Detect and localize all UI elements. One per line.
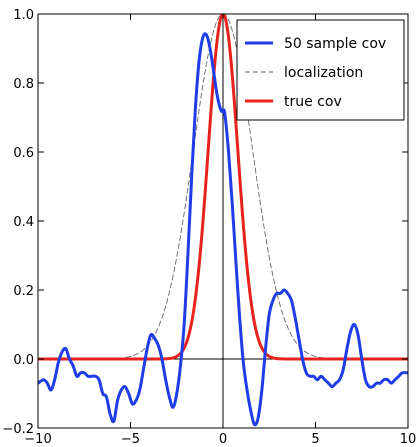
x-tick-label: −5 <box>121 432 140 447</box>
y-tick-label: 0.0 <box>13 353 34 368</box>
legend-entry-localization-label: localization <box>284 65 363 81</box>
y-tick-label: 0.2 <box>13 284 34 299</box>
legend-entry-sample-cov-label: 50 sample cov <box>284 36 386 52</box>
x-tick-label: 10 <box>400 432 416 447</box>
x-tick-label: 5 <box>311 432 319 447</box>
legend-entry-true-cov-label: true cov <box>284 94 342 110</box>
y-tick-label: 0.6 <box>13 146 34 161</box>
x-tick-label: −10 <box>24 432 51 447</box>
y-tick-label: −0.2 <box>2 422 34 437</box>
series-layer <box>38 14 408 427</box>
y-tick-label: 0.8 <box>13 77 34 92</box>
y-tick-label: 1.0 <box>13 8 34 23</box>
legend-box <box>236 19 405 121</box>
y-tick-label: 0.4 <box>13 215 34 230</box>
axis-ticks: −10 −5 0 5 10 −0.2 0.0 0.2 0.4 0.6 0.8 1.0 <box>2 8 416 447</box>
x-tick-label: 0 <box>219 432 227 447</box>
series-sample-cov-line <box>38 32 408 427</box>
legend: 50 sample cov localization true cov <box>236 19 405 121</box>
